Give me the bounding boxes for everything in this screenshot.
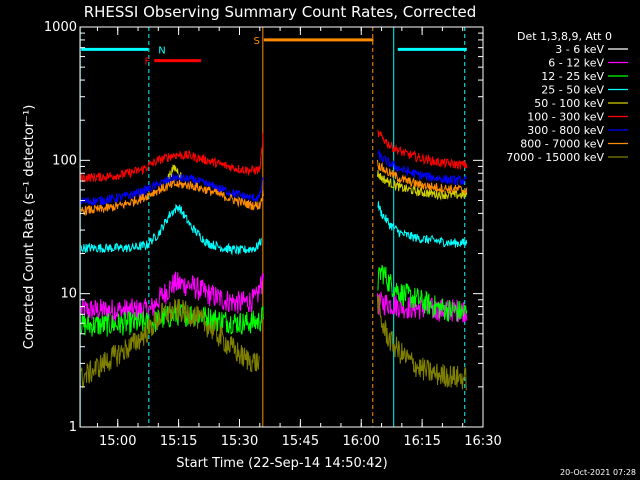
flag-label: S	[253, 36, 259, 47]
x-axis: 15:00 15:15 15:30 15:45 16:00 16:15 16:30	[96, 27, 502, 449]
series-line	[165, 164, 468, 201]
legend-item-label: 50 - 100 keV	[534, 97, 604, 110]
legend-header: Det 1,3,8,9, Att 0	[517, 30, 612, 43]
chart-title: RHESSI Observing Summary Count Rates, Co…	[84, 3, 477, 21]
legend-item-label: 3 - 6 keV	[555, 43, 604, 56]
x-tick-label: 15:30	[221, 434, 258, 449]
y-tick-label: 1000	[44, 20, 77, 35]
x-tick-label: 16:15	[403, 434, 440, 449]
legend-item-label: 100 - 300 keV	[527, 111, 604, 124]
y-tick-label: 10	[60, 287, 77, 302]
flag-label: F	[145, 57, 151, 68]
legend-item-label: 25 - 50 keV	[541, 84, 604, 97]
flag-label: N	[158, 45, 165, 56]
flag-bars: NF S	[81, 36, 467, 68]
legend-item-label: 6 - 12 keV	[548, 57, 604, 70]
y-tick-label: 100	[52, 153, 77, 168]
x-axis-label: Start Time (22-Sep-14 14:50:42)	[176, 456, 387, 471]
timestamp-footer: 20-Oct-2021 07:28	[560, 468, 636, 477]
series-line	[80, 201, 468, 256]
legend-item-label: 7000 - 15000 keV	[506, 151, 604, 164]
x-tick-label: 16:30	[464, 434, 501, 449]
y-axis: 1 10 100 1000	[44, 20, 483, 435]
y-axis-label: Corrected Count Rate (s⁻¹ detector⁻¹)	[22, 105, 37, 350]
series-line	[80, 159, 468, 217]
y-tick-label: 1	[69, 420, 77, 435]
series-line	[80, 129, 468, 183]
x-tick-label: 15:45	[282, 434, 319, 449]
x-tick-label: 15:00	[99, 434, 136, 449]
series-line	[80, 293, 468, 391]
legend-item-label: 300 - 800 keV	[527, 124, 604, 137]
x-tick-label: 16:00	[343, 434, 380, 449]
x-tick-label: 15:15	[160, 434, 197, 449]
series-lines	[80, 129, 468, 391]
legend-item-label: 12 - 25 keV	[541, 70, 604, 83]
plot-frame	[79, 26, 484, 428]
legend-item-label: 800 - 7000 keV	[520, 138, 604, 151]
